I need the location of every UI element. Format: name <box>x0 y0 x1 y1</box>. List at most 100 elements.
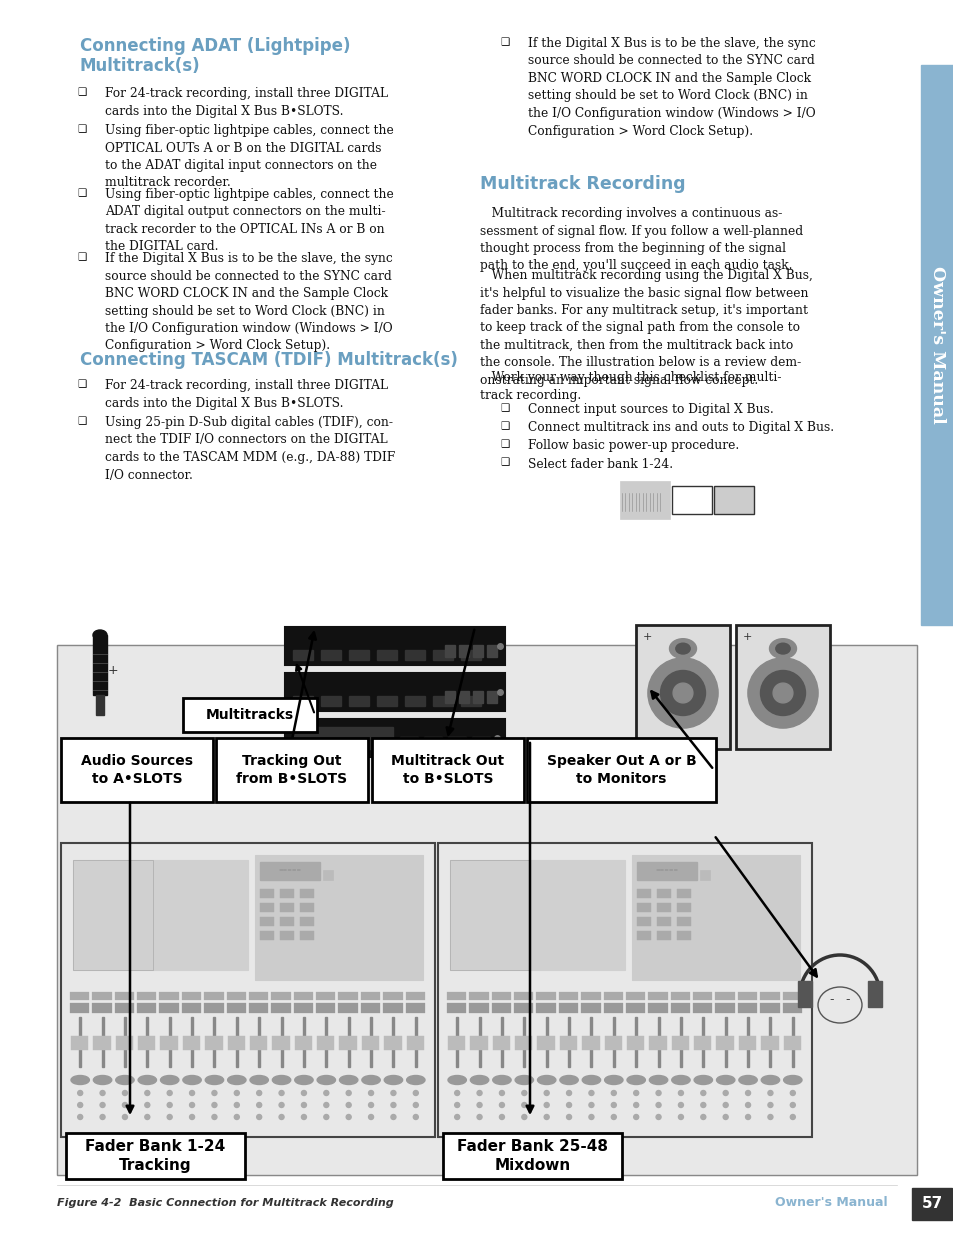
Ellipse shape <box>537 1076 556 1084</box>
Bar <box>782 1036 801 1050</box>
Ellipse shape <box>368 1091 374 1095</box>
Text: 57: 57 <box>921 1197 942 1212</box>
Ellipse shape <box>745 1091 750 1095</box>
Ellipse shape <box>323 1103 329 1108</box>
Text: Speaker Out A or B
to Monitors: Speaker Out A or B to Monitors <box>546 755 696 785</box>
Text: =====: ===== <box>278 868 301 873</box>
Bar <box>338 1003 357 1013</box>
Ellipse shape <box>722 1114 727 1119</box>
Ellipse shape <box>722 1103 727 1108</box>
Bar <box>405 650 424 659</box>
Bar <box>648 1003 667 1013</box>
Text: If the Digital X Bus is to be the slave, the sync
source should be connected to : If the Digital X Bus is to be the slave,… <box>105 252 393 352</box>
Bar <box>347 1016 350 1067</box>
Bar <box>57 645 916 1174</box>
Ellipse shape <box>626 1076 644 1084</box>
Bar <box>460 697 480 706</box>
Bar <box>791 1016 793 1067</box>
Ellipse shape <box>301 1091 306 1095</box>
Bar <box>349 650 369 659</box>
Bar <box>227 992 246 1000</box>
Ellipse shape <box>346 1114 351 1119</box>
Ellipse shape <box>301 1103 306 1108</box>
Bar <box>383 992 402 1000</box>
Bar <box>405 992 424 1000</box>
Bar <box>384 1036 401 1050</box>
Ellipse shape <box>470 1076 488 1084</box>
Ellipse shape <box>633 1103 638 1108</box>
Ellipse shape <box>700 1103 705 1108</box>
Bar <box>228 1036 245 1050</box>
Ellipse shape <box>122 1114 128 1119</box>
Ellipse shape <box>190 1091 194 1095</box>
Ellipse shape <box>448 1076 466 1084</box>
Bar <box>693 992 712 1000</box>
Bar <box>146 1016 148 1067</box>
Bar <box>73 860 248 969</box>
Ellipse shape <box>767 1103 772 1108</box>
Bar <box>781 1003 801 1013</box>
Text: Owner's Manual: Owner's Manual <box>928 266 945 424</box>
Ellipse shape <box>789 1103 795 1108</box>
Ellipse shape <box>767 1091 772 1095</box>
Bar <box>657 918 670 926</box>
Bar <box>444 645 455 657</box>
Ellipse shape <box>700 1091 705 1095</box>
Text: =====: ===== <box>655 868 678 873</box>
Text: Multitracks: Multitracks <box>206 708 294 722</box>
Text: Fader Bank 1-24
Tracking: Fader Bank 1-24 Tracking <box>85 1139 226 1173</box>
Bar <box>96 695 104 715</box>
Bar <box>260 903 274 911</box>
Bar <box>406 1036 423 1050</box>
Bar <box>677 889 690 898</box>
Ellipse shape <box>716 1076 734 1084</box>
Ellipse shape <box>167 1103 172 1108</box>
Ellipse shape <box>183 1076 201 1084</box>
Bar <box>159 992 178 1000</box>
Bar <box>254 855 422 981</box>
Ellipse shape <box>145 1091 150 1095</box>
Bar <box>204 992 223 1000</box>
Text: +: + <box>642 632 652 642</box>
Bar <box>315 1003 335 1013</box>
Ellipse shape <box>234 1114 239 1119</box>
Ellipse shape <box>250 1076 268 1084</box>
Text: Using 25-pin D-Sub digital cables (TDIF), con-
nect the TDIF I/O connectors on t: Using 25-pin D-Sub digital cables (TDIF)… <box>105 416 395 482</box>
Ellipse shape <box>323 1114 329 1119</box>
Bar <box>619 480 669 519</box>
Bar <box>213 1016 215 1067</box>
Ellipse shape <box>515 1076 533 1084</box>
Bar <box>137 992 156 1000</box>
FancyBboxPatch shape <box>183 698 316 732</box>
Ellipse shape <box>675 643 689 655</box>
Text: Work your way though this checklist for multi-
track recording.: Work your way though this checklist for … <box>479 372 781 403</box>
Text: For 24-track recording, install three DIGITAL
cards into the Digital X Bus B•SLO: For 24-track recording, install three DI… <box>105 86 388 117</box>
Text: Select fader bank 1-24.: Select fader bank 1-24. <box>527 457 673 471</box>
Ellipse shape <box>782 1076 801 1084</box>
Bar <box>159 1003 178 1013</box>
FancyBboxPatch shape <box>66 1132 245 1179</box>
Bar <box>626 1036 643 1050</box>
Bar <box>724 1016 726 1067</box>
Bar <box>70 1003 90 1013</box>
Bar <box>447 1003 466 1013</box>
Ellipse shape <box>499 1114 504 1119</box>
Bar <box>315 992 335 1000</box>
Ellipse shape <box>145 1114 150 1119</box>
Polygon shape <box>92 635 107 695</box>
Ellipse shape <box>611 1091 616 1095</box>
Bar <box>137 1003 156 1013</box>
Bar <box>320 697 340 706</box>
Bar <box>671 1036 688 1050</box>
Ellipse shape <box>346 1103 351 1108</box>
Bar <box>294 1003 313 1013</box>
Bar <box>182 992 201 1000</box>
Bar <box>114 1003 134 1013</box>
Ellipse shape <box>493 1076 511 1084</box>
Ellipse shape <box>234 1103 239 1108</box>
Ellipse shape <box>499 1091 504 1095</box>
Bar <box>57 645 916 1174</box>
Bar <box>450 860 624 969</box>
Bar <box>657 931 670 940</box>
Bar <box>271 1003 291 1013</box>
